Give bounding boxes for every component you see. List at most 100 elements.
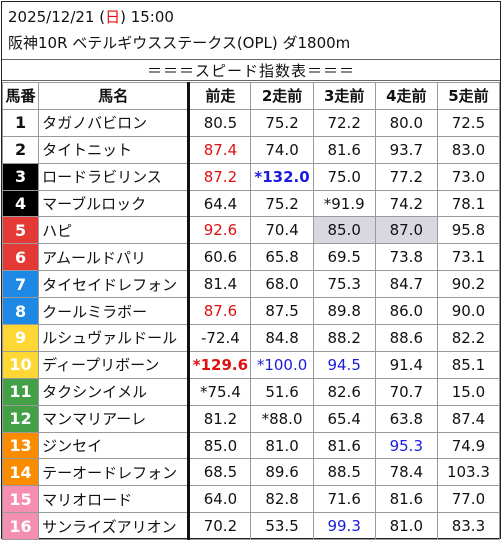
speed-index-cell: 15.0 xyxy=(436,377,501,406)
speed-index-cell: 73.8 xyxy=(374,243,438,272)
horse-number: 2 xyxy=(1,135,40,164)
weekday: 日 xyxy=(105,8,121,26)
table-row: 3 ロードラビリンス 87.2 *132.0 75.0 77.2 73.0 xyxy=(1,162,501,191)
speed-index-cell: 83.3 xyxy=(436,512,501,541)
horse-name: クールミラボー xyxy=(38,297,191,326)
speed-index-cell: *129.6 xyxy=(188,350,252,379)
speed-index-cell: 90.0 xyxy=(436,297,501,326)
speed-index-cell: 70.4 xyxy=(250,216,314,245)
horse-number: 4 xyxy=(1,189,40,218)
table-row: 10 ディープリボーン *129.6 *100.0 94.5 91.4 85.1 xyxy=(1,350,501,379)
date-suffix: ) 15:00 xyxy=(120,8,174,26)
horse-name: ロードラビリンス xyxy=(38,162,191,191)
col-header-2back: 2走前 xyxy=(250,82,314,110)
col-header-5back: 5走前 xyxy=(436,82,501,110)
speed-index-cell: 85.0 xyxy=(188,431,252,460)
speed-index-cell: 87.6 xyxy=(188,297,252,326)
speed-index-cell: 90.2 xyxy=(436,270,501,299)
horse-number: 5 xyxy=(1,216,40,245)
table-row: 12 マンマリアーレ 81.2 *88.0 65.4 63.8 87.4 xyxy=(1,404,501,433)
speed-index-cell: 84.7 xyxy=(374,270,438,299)
race-datetime: 2025/12/21 (日) 15:00 xyxy=(8,7,174,27)
speed-index-cell: 87.0 xyxy=(374,216,438,245)
speed-index-cell: 72.2 xyxy=(312,108,376,137)
speed-index-cell: 81.6 xyxy=(374,485,438,514)
speed-index-cell: 65.8 xyxy=(250,243,314,272)
speed-index-cell: 88.2 xyxy=(312,324,376,352)
speed-index-cell: 78.4 xyxy=(374,458,438,487)
table-row: 7 タイセイドレフォン 81.4 68.0 75.3 84.7 90.2 xyxy=(1,270,501,299)
speed-index-cell: 70.7 xyxy=(374,377,438,406)
table-row: 15 マリオロード 64.0 82.8 71.6 81.6 77.0 xyxy=(1,485,501,514)
speed-index-cell: 75.2 xyxy=(250,108,314,137)
speed-index-cell: 53.5 xyxy=(250,512,314,541)
horse-name: ハピ xyxy=(38,216,191,245)
table-row: 6 アムールドパリ 60.6 65.8 69.5 73.8 73.1 xyxy=(1,243,501,272)
speed-index-cell: 88.5 xyxy=(312,458,376,487)
speed-index-cell: 73.1 xyxy=(436,243,501,272)
speed-index-cell: *91.9 xyxy=(312,189,376,218)
col-header-4back: 4走前 xyxy=(374,82,438,110)
speed-index-cell: 86.0 xyxy=(374,297,438,326)
speed-index-cell: 69.5 xyxy=(312,243,376,272)
race-title: 阪神10R ベテルギウスステークス(OPL) ダ1800m xyxy=(8,34,351,52)
speed-index-cell: 95.8 xyxy=(436,216,501,245)
table-row: 11 タクシンイメル *75.4 51.6 82.6 70.7 15.0 xyxy=(1,377,501,406)
speed-index-cell: 85.0 xyxy=(312,216,376,245)
speed-index-cell: 75.3 xyxy=(312,270,376,299)
speed-index-cell: *75.4 xyxy=(188,377,252,406)
speed-index-cell: 71.6 xyxy=(312,485,376,514)
speed-index-cell: *132.0 xyxy=(250,162,314,191)
speed-index-cell: 78.1 xyxy=(436,189,501,218)
speed-index-cell: 63.8 xyxy=(374,404,438,433)
horse-name: マリオロード xyxy=(38,485,191,514)
speed-index-cell: 65.4 xyxy=(312,404,376,433)
horse-number: 9 xyxy=(1,324,40,352)
speed-index-cell: 68.5 xyxy=(188,458,252,487)
table-row: 13 ジンセイ 85.0 81.0 81.6 95.3 74.9 xyxy=(1,431,501,460)
horse-name: タイセイドレフォン xyxy=(38,270,191,299)
speed-index-cell: 72.5 xyxy=(436,108,501,137)
horse-name: マンマリアーレ xyxy=(38,404,191,433)
speed-index-cell: 74.0 xyxy=(250,135,314,164)
speed-index-cell: 73.0 xyxy=(436,162,501,191)
speed-index-cell: 81.0 xyxy=(250,431,314,460)
table-row: 9 ルシュヴァルドール -72.4 84.8 88.2 88.6 82.2 xyxy=(1,324,501,352)
horse-number: 7 xyxy=(1,270,40,299)
horse-number: 1 xyxy=(1,108,40,137)
speed-index-table: 馬番 馬名 前走 2走前 3走前 4走前 5走前 1 タガノバビロン 80.5 75.… xyxy=(1,82,501,541)
speed-index-cell: 77.2 xyxy=(374,162,438,191)
speed-index-cell: *100.0 xyxy=(250,350,314,379)
speed-index-cell: 77.0 xyxy=(436,485,501,514)
speed-index-cell: 74.2 xyxy=(374,189,438,218)
table-header-row: 馬番 馬名 前走 2走前 3走前 4走前 5走前 xyxy=(1,82,501,110)
col-header-number: 馬番 xyxy=(1,82,40,110)
speed-index-cell: 83.0 xyxy=(436,135,501,164)
col-header-3back: 3走前 xyxy=(312,82,376,110)
speed-index-cell: 88.6 xyxy=(374,324,438,352)
speed-index-cell: 64.0 xyxy=(188,485,252,514)
horse-name: ジンセイ xyxy=(38,431,191,460)
speed-index-cell: 82.6 xyxy=(312,377,376,406)
speed-index-cell: 91.4 xyxy=(374,350,438,379)
speed-index-cell: 80.0 xyxy=(374,108,438,137)
speed-index-cell: 85.1 xyxy=(436,350,501,379)
horse-number: 10 xyxy=(1,350,40,379)
speed-index-cell: 82.8 xyxy=(250,485,314,514)
speed-index-cell: -72.4 xyxy=(188,324,252,352)
horse-number: 13 xyxy=(1,431,40,460)
speed-index-cell: 94.5 xyxy=(312,350,376,379)
horse-name: サンライズアリオン xyxy=(38,512,191,541)
table-row: 5 ハピ 92.6 70.4 85.0 87.0 95.8 xyxy=(1,216,501,245)
speed-index-cell: *88.0 xyxy=(250,404,314,433)
table-row: 4 マーブルロック 64.4 75.2 *91.9 74.2 78.1 xyxy=(1,189,501,218)
horse-name: タクシンイメル xyxy=(38,377,191,406)
speed-index-cell: 81.6 xyxy=(312,431,376,460)
speed-index-cell: 89.8 xyxy=(312,297,376,326)
table-row: 16 サンライズアリオン 70.2 53.5 99.3 81.0 83.3 xyxy=(1,512,501,541)
speed-index-cell: 81.6 xyxy=(312,135,376,164)
speed-index-cell: 80.5 xyxy=(188,108,252,137)
horse-number: 16 xyxy=(1,512,40,541)
horse-number: 6 xyxy=(1,243,40,272)
col-header-horse: 馬名 xyxy=(38,82,191,110)
